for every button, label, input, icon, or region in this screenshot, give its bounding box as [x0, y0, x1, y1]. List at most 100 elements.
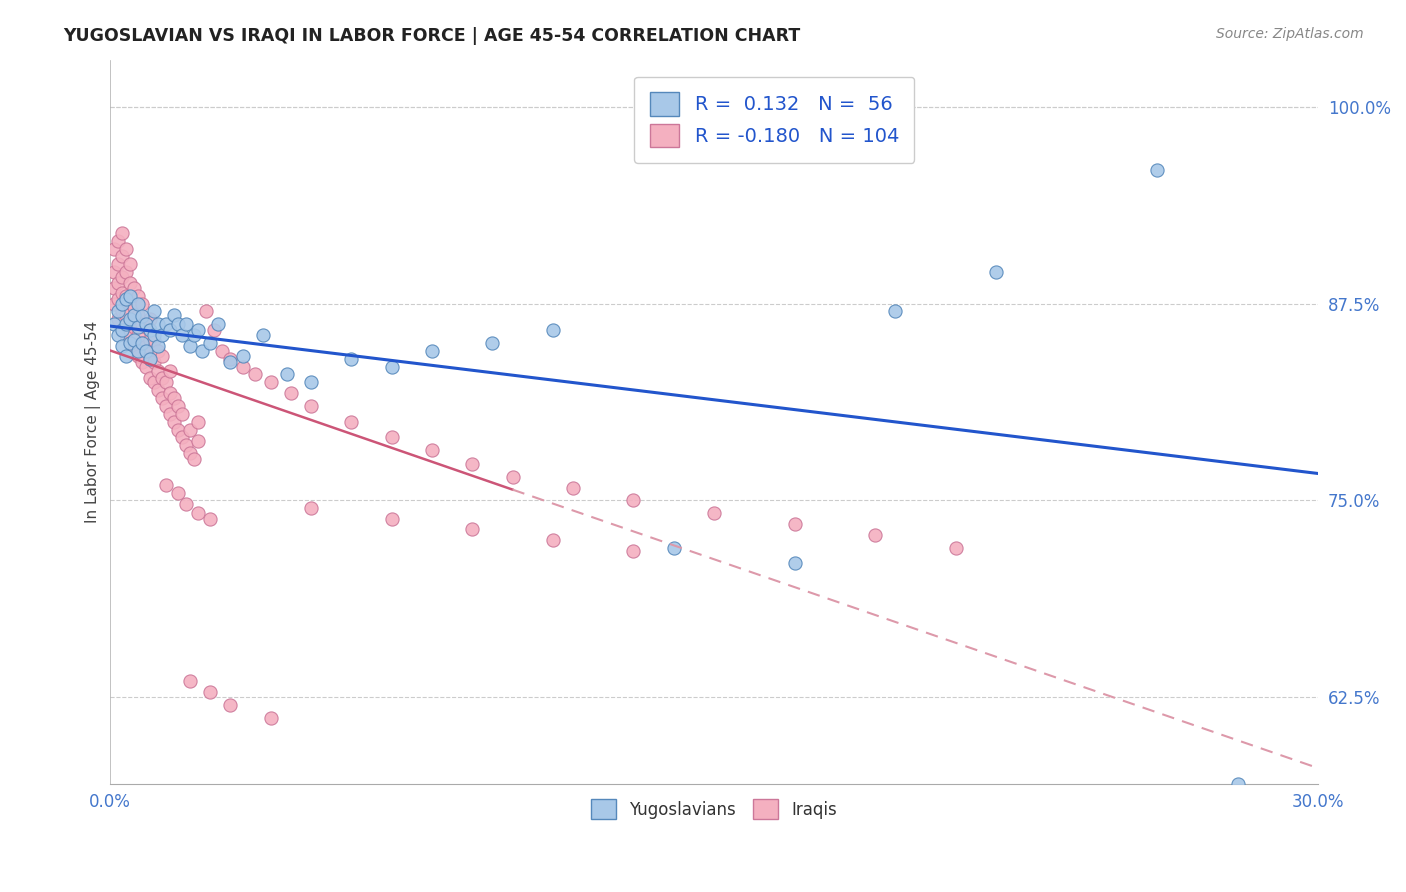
Point — [541, 533, 564, 547]
Point — [219, 355, 242, 369]
Point — [114, 265, 136, 279]
Point — [118, 316, 141, 330]
Point — [187, 323, 209, 337]
Point — [280, 386, 302, 401]
Point — [150, 328, 173, 343]
Point — [155, 317, 177, 331]
Point — [118, 257, 141, 271]
Point — [139, 333, 162, 347]
Point — [299, 399, 322, 413]
Point — [146, 343, 169, 358]
Point — [131, 309, 153, 323]
Point — [114, 292, 136, 306]
Point — [107, 257, 129, 271]
Point — [159, 323, 181, 337]
Point — [299, 501, 322, 516]
Point — [131, 335, 153, 350]
Point — [179, 446, 201, 460]
Point — [150, 349, 173, 363]
Point — [502, 469, 524, 483]
Point — [703, 506, 725, 520]
Point — [172, 407, 194, 421]
Point — [174, 317, 197, 331]
Point — [243, 368, 266, 382]
Point — [146, 339, 169, 353]
Point — [191, 343, 214, 358]
Point — [179, 674, 201, 689]
Point — [114, 317, 136, 331]
Point — [135, 317, 157, 331]
Point — [111, 296, 134, 310]
Point — [187, 506, 209, 520]
Point — [111, 339, 134, 353]
Point — [155, 376, 177, 390]
Point — [103, 265, 125, 279]
Point — [174, 438, 197, 452]
Point — [139, 370, 162, 384]
Point — [420, 442, 443, 457]
Point — [150, 370, 173, 384]
Point — [118, 335, 141, 350]
Point — [461, 522, 484, 536]
Point — [1146, 162, 1168, 177]
Point — [621, 493, 644, 508]
Point — [381, 512, 404, 526]
Point — [381, 359, 404, 374]
Point — [135, 339, 157, 353]
Point — [276, 368, 298, 382]
Point — [662, 541, 685, 555]
Point — [107, 276, 129, 290]
Point — [111, 269, 134, 284]
Point — [118, 335, 141, 350]
Point — [146, 364, 169, 378]
Point — [211, 343, 233, 358]
Point — [202, 323, 225, 337]
Point — [167, 423, 190, 437]
Point — [107, 234, 129, 248]
Point — [135, 320, 157, 334]
Point — [135, 343, 157, 358]
Point — [461, 457, 484, 471]
Point — [139, 323, 162, 337]
Point — [200, 685, 222, 699]
Point — [111, 285, 134, 300]
Point — [984, 265, 1007, 279]
Point — [183, 328, 205, 343]
Point — [127, 296, 149, 310]
Point — [232, 349, 254, 363]
Point — [139, 351, 162, 366]
Point — [142, 376, 165, 390]
Point — [131, 296, 153, 310]
Point — [107, 304, 129, 318]
Point — [200, 335, 222, 350]
Point — [150, 391, 173, 405]
Point — [103, 296, 125, 310]
Point — [183, 452, 205, 467]
Point — [945, 541, 967, 555]
Point — [340, 415, 363, 429]
Point — [195, 304, 218, 318]
Point — [420, 343, 443, 358]
Point — [111, 249, 134, 263]
Point — [340, 351, 363, 366]
Text: YUGOSLAVIAN VS IRAQI IN LABOR FORCE | AGE 45-54 CORRELATION CHART: YUGOSLAVIAN VS IRAQI IN LABOR FORCE | AG… — [63, 27, 800, 45]
Point — [107, 312, 129, 326]
Point — [174, 496, 197, 510]
Point — [621, 543, 644, 558]
Point — [111, 304, 134, 318]
Point — [111, 323, 134, 337]
Point — [252, 328, 274, 343]
Point — [146, 317, 169, 331]
Point — [219, 698, 242, 712]
Point — [114, 328, 136, 343]
Point — [260, 711, 283, 725]
Point — [114, 242, 136, 256]
Point — [167, 399, 190, 413]
Point — [131, 335, 153, 350]
Point — [783, 516, 806, 531]
Point — [131, 355, 153, 369]
Point — [232, 359, 254, 374]
Point — [179, 423, 201, 437]
Point — [139, 351, 162, 366]
Text: Source: ZipAtlas.com: Source: ZipAtlas.com — [1216, 27, 1364, 41]
